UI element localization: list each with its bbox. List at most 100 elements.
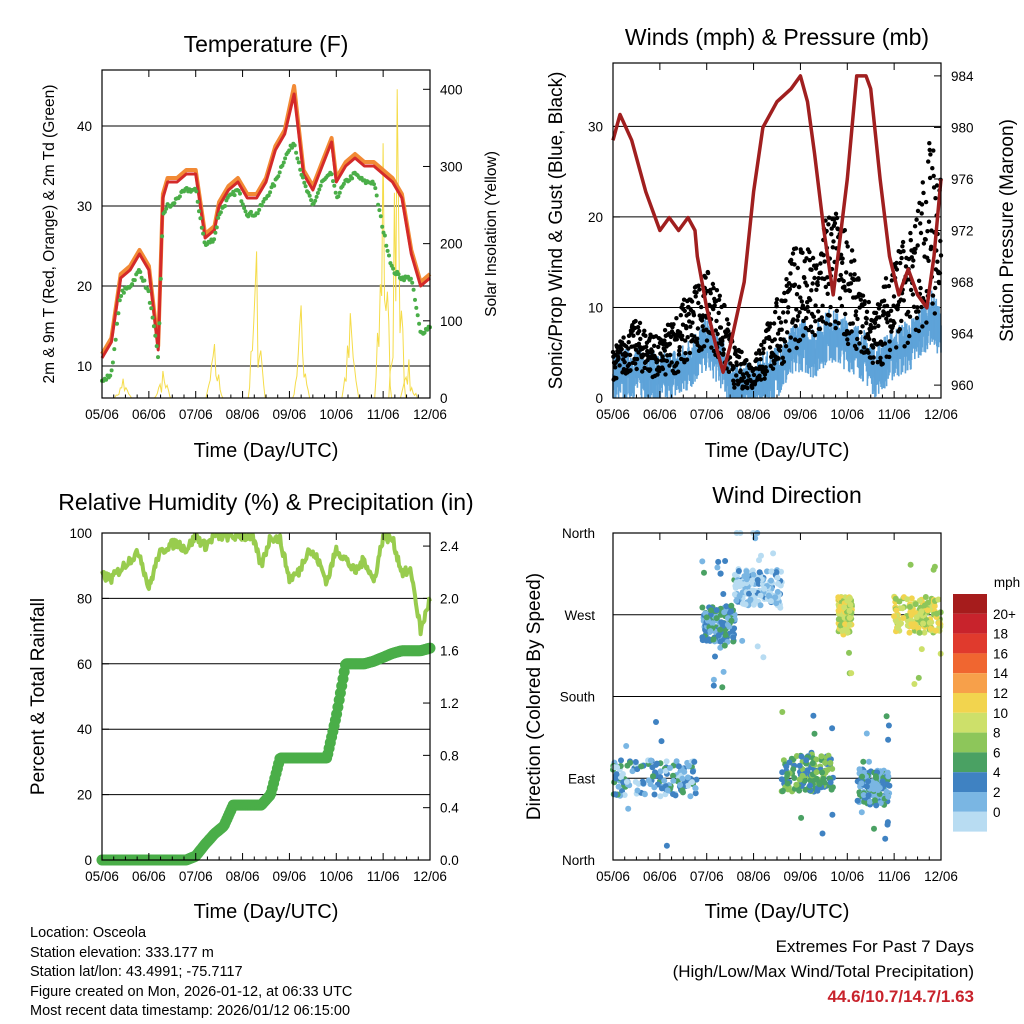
dewpoint-point [317,187,322,192]
gust-point [920,324,925,329]
direction-point [809,760,816,767]
dewpoint-point [315,191,320,195]
direction-point [715,558,722,565]
gust-point [849,329,854,334]
gust-point [622,360,627,365]
direction-point [721,609,728,616]
gust-point [878,355,883,361]
temp-2m-line [100,92,431,359]
gust-point [928,152,933,157]
gust-point [793,323,798,329]
gust-point [881,298,887,303]
rh-ytick-label: 80 [77,591,92,606]
dewpoint-point [280,163,285,168]
direction-point [623,743,630,749]
gust-point [677,345,682,350]
direction-point [757,602,764,609]
dewpoint-point [422,330,427,335]
rh-ytick-right-label: 0.0 [440,853,459,868]
gust-point [758,377,764,382]
gust-point [934,183,940,188]
gust-point [788,271,793,276]
direction-point [877,800,884,806]
gust-point [894,260,899,266]
dewpoint-point [216,215,221,220]
gust-point [786,305,791,310]
direction-point [873,781,879,787]
direction-point [885,722,892,729]
colorbar-swatch [953,693,987,713]
direction-point [720,668,727,675]
direction-point [687,793,694,800]
direction-point [768,568,775,575]
dewpoint-point [268,190,273,195]
gust-point [887,354,892,360]
gust-point [751,372,757,378]
rh-xtick-label: 09/06 [273,869,307,884]
direction-point [883,713,890,720]
rh-ytick-label: 0 [84,853,92,868]
direction-point [920,620,927,627]
colorbar-label: 14 [993,666,1009,681]
dewpoint-point [283,156,288,161]
direction-point [730,634,737,641]
gust-point [841,278,846,284]
gust-point [703,275,708,280]
gust-point [792,262,797,267]
gust-point [882,341,888,346]
gust-point [900,239,906,245]
gust-point [848,272,853,277]
gust-point [676,369,681,374]
dewpoint-point [113,337,118,342]
dewpoint-point [213,230,218,235]
gust-point [852,272,857,277]
dewpoint-point [306,190,311,195]
dewpoint-point [243,209,248,214]
gust-point [860,324,865,329]
gust-point [804,283,810,288]
gust-point [797,337,803,343]
colorbar-label: 20+ [993,607,1016,622]
gust-point [633,361,638,366]
gust-point [613,365,618,370]
dewpoint-point [139,275,144,280]
gust-point [918,285,923,291]
direction-point [662,767,669,774]
direction-point [894,624,901,631]
dewpoint-point [157,321,162,326]
temperature-ytick-label: 40 [77,119,92,134]
gust-point [771,321,777,326]
gust-point [779,327,784,332]
gust-point [809,288,814,293]
gust-point [806,309,811,314]
gust-point [695,336,700,341]
gust-point [830,245,835,250]
gust-point [858,297,863,302]
gust-point [713,328,718,333]
rh-ytick-label: 100 [69,526,92,541]
dewpoint-point [240,202,245,207]
gust-point [738,368,743,373]
gust-point [704,338,710,343]
dewpoint-point [384,243,389,248]
gust-point [834,215,840,221]
dewpoint-point [391,266,396,271]
temperature-ytick-right-label: 200 [440,237,463,252]
gust-point [710,281,716,287]
gust-point [734,373,739,378]
gust-point [933,196,938,201]
direction-point [917,610,924,617]
direction-point [841,604,848,611]
dewpoint-point [302,180,307,185]
dewpoint-point [160,234,165,239]
temperature-frame [101,69,431,399]
gust-point [693,294,698,299]
direction-point [865,792,872,799]
gust-point [866,299,871,305]
colorbar-swatch [953,633,987,654]
gust-point [616,356,621,361]
colorbar-swatch [953,752,987,773]
direction-point [720,591,727,597]
rh-title: Relative Humidity (%) & Precipitation (i… [58,489,473,515]
direction-point [906,629,913,636]
